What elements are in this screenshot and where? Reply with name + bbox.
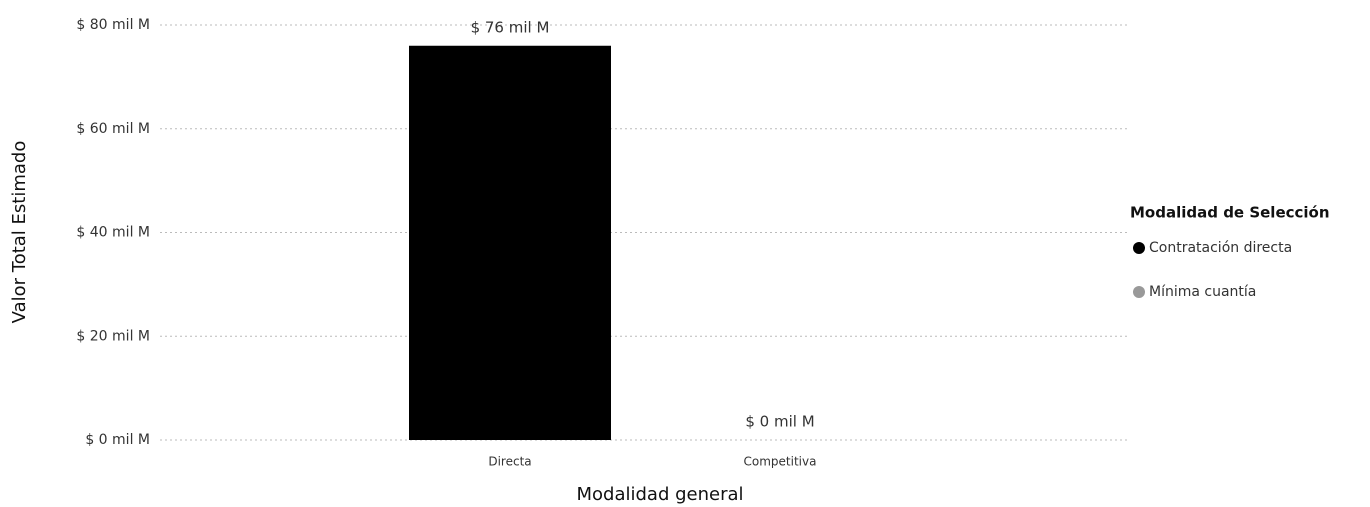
legend-label: Mínima cuantía xyxy=(1149,284,1256,300)
bar xyxy=(409,45,611,440)
legend-title: Modalidad de Selección xyxy=(1130,204,1330,222)
x-tick-label: Competitiva xyxy=(744,455,817,469)
y-tick-label: $ 40 mil M xyxy=(76,225,150,241)
x-tick-label: Directa xyxy=(488,455,531,469)
legend-marker xyxy=(1133,286,1145,298)
y-tick-label: $ 80 mil M xyxy=(76,17,150,33)
legend-label: Contratación directa xyxy=(1149,240,1292,256)
data-label: $ 76 mil M xyxy=(471,18,550,36)
data-label: $ 0 mil M xyxy=(745,413,814,431)
y-axis-title: Valor Total Estimado xyxy=(9,141,30,324)
y-tick-label: $ 60 mil M xyxy=(76,121,150,137)
y-tick-label: $ 0 mil M xyxy=(85,432,150,448)
x-axis-title: Modalidad general xyxy=(576,484,743,505)
legend-marker xyxy=(1133,242,1145,254)
y-tick-label: $ 20 mil M xyxy=(76,328,150,344)
